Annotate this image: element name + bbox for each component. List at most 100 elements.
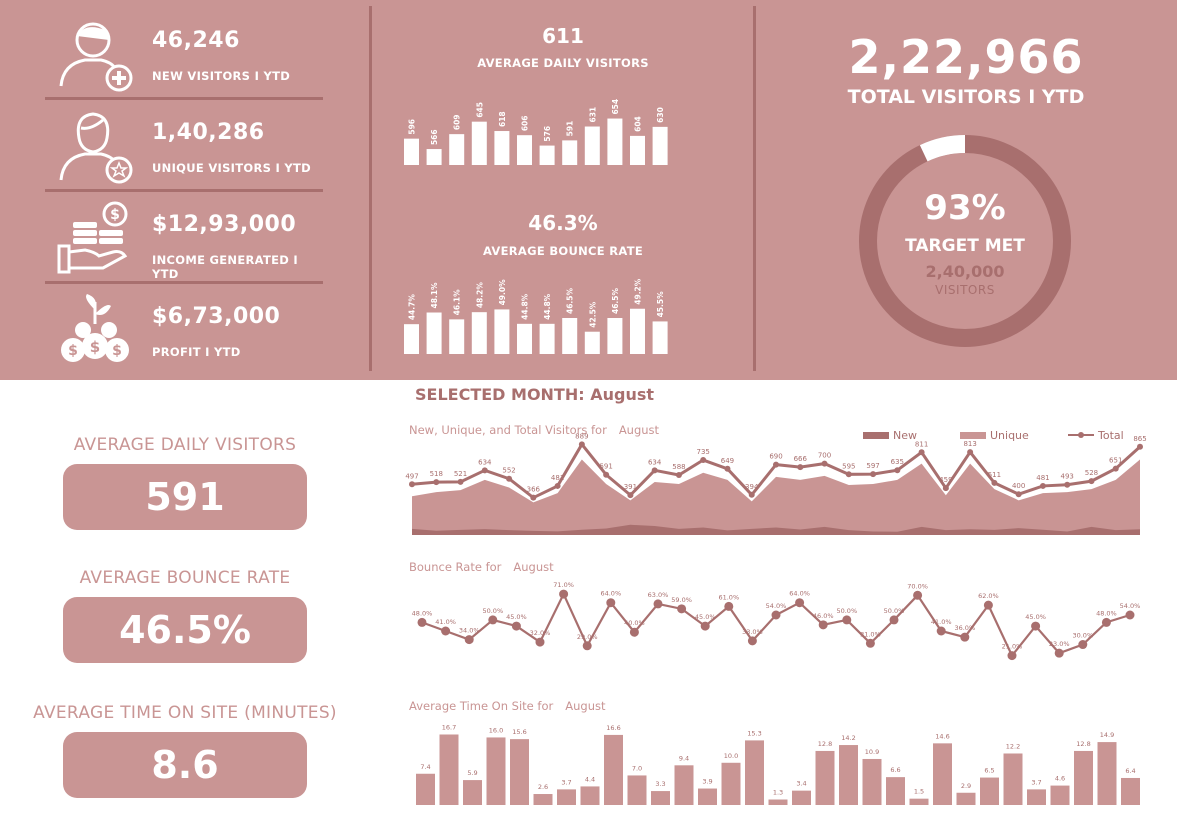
left-kpi-label: AVERAGE TIME ON SITE (MINUTES) <box>33 703 337 723</box>
panel-divider <box>753 6 756 371</box>
svg-text:$: $ <box>110 207 120 223</box>
income-hand-icon: $ <box>57 201 128 274</box>
bar <box>426 312 442 354</box>
bar-label: 631 <box>588 107 597 123</box>
total-point <box>409 481 415 488</box>
bounce-line-chart: 48.0%41.0%34.0%50.0%45.0%32.0%71.0%29.0%… <box>412 581 1141 661</box>
total-point <box>433 479 440 486</box>
total-label: 481 <box>551 474 564 482</box>
kpi-label: NEW VISITORS I YTD <box>152 69 291 83</box>
bar-label: 44.7% <box>408 294 417 321</box>
bounce-point <box>464 635 474 645</box>
left-kpi-time-on-site: 8.6 <box>63 732 307 798</box>
total-label: 690 <box>769 453 782 461</box>
bounce-point <box>865 638 875 648</box>
target-label: TARGET MET <box>905 236 1025 256</box>
time-bar <box>1027 789 1046 805</box>
bounce-label: 41.0% <box>435 618 456 626</box>
bar <box>449 134 465 165</box>
time-label: 3.7 <box>561 778 571 786</box>
bounce-label: 54.0% <box>1120 602 1141 610</box>
total-point <box>991 479 998 486</box>
bar <box>607 118 623 165</box>
total-visitors-value: 2,22,966 <box>848 30 1084 84</box>
bounce-label: 21.0% <box>1002 643 1023 651</box>
visitors-area-chart: 497 518 521 634 552 366 481 889 591 391 634 588 735 6… <box>405 429 1147 535</box>
time-label: 15.6 <box>512 728 526 736</box>
total-label: 889 <box>575 432 588 440</box>
bounce-point <box>818 620 828 630</box>
svg-text:$: $ <box>90 338 100 356</box>
kpi-value: $6,73,000 <box>152 304 281 329</box>
time-bar <box>933 743 952 805</box>
total-label: 634 <box>478 458 492 466</box>
bounce-label: 31.0% <box>860 630 881 638</box>
selected-month[interactable]: SELECTED MONTH: August <box>415 385 654 404</box>
bounce-point <box>1101 617 1111 627</box>
bounce-label: 45.0% <box>1025 613 1046 621</box>
time-bar <box>745 740 764 805</box>
total-label: 528 <box>1085 469 1098 477</box>
legend-label: New <box>893 429 917 442</box>
left-kpi-bounce-rate: 46.5% <box>63 597 307 663</box>
time-bar <box>439 734 459 805</box>
bar <box>584 126 600 165</box>
total-label: 634 <box>648 458 662 466</box>
bounce-chart-title: Bounce Rate for August <box>409 560 554 574</box>
bar <box>471 312 487 354</box>
total-label: 511 <box>988 471 1001 479</box>
total-label: 497 <box>405 472 418 480</box>
target-donut <box>859 135 1071 347</box>
bounce-label: 59.0% <box>671 596 692 604</box>
bar <box>539 145 555 165</box>
bar-label: 49.2% <box>634 278 643 305</box>
bar <box>584 331 600 354</box>
left-kpi-label: AVERAGE DAILY VISITORS <box>73 435 297 455</box>
time-label: 16.7 <box>442 723 456 731</box>
total-point <box>773 461 779 468</box>
bounce-point <box>582 641 592 651</box>
bar-label: 45.5% <box>656 291 665 318</box>
svg-text:$: $ <box>68 343 78 359</box>
bounce-point <box>700 621 710 631</box>
bounce-point <box>747 636 757 646</box>
bounce-point <box>913 590 923 600</box>
bounce-label: 33.0% <box>742 628 763 636</box>
bar-label: 566 <box>430 129 439 145</box>
bounce-label: 54.0% <box>766 602 787 610</box>
bounce-label: 46.0% <box>813 612 834 620</box>
legend-label: Total <box>1097 429 1124 442</box>
total-label: 811 <box>915 440 928 448</box>
bar-label: 645 <box>475 102 484 118</box>
time-label: 3.4 <box>796 780 806 788</box>
bounce-point <box>511 621 521 631</box>
time-bar <box>557 789 576 805</box>
bounce-label: 30.0% <box>1072 632 1093 640</box>
bar-label: 654 <box>611 99 620 115</box>
time-bar <box>1121 777 1140 805</box>
bar-label: 591 <box>566 121 575 137</box>
total-point <box>1088 478 1095 485</box>
bounce-point <box>629 627 639 637</box>
time-bar <box>580 786 600 805</box>
time-chart-title: Average Time On Site for August <box>409 699 606 713</box>
time-label: 14.9 <box>1100 731 1114 739</box>
bounce-label: 40.0% <box>624 619 645 627</box>
time-label: 7.4 <box>420 763 430 771</box>
bar <box>517 323 532 354</box>
time-bar <box>886 777 905 805</box>
kpi-label: INCOME GENERATED I YTD <box>152 253 298 281</box>
time-label: 3.3 <box>655 780 665 788</box>
row-separator <box>45 97 323 100</box>
bar <box>652 126 668 165</box>
bar-label: 604 <box>634 116 643 132</box>
bounce-label: 64.0% <box>789 590 810 598</box>
time-bar <box>1074 750 1093 805</box>
time-bar <box>980 777 999 805</box>
time-bar <box>1050 785 1070 805</box>
time-bar <box>463 780 482 805</box>
time-bar <box>651 791 670 805</box>
bar-label: 44.8% <box>521 293 530 320</box>
bounce-point <box>488 615 498 625</box>
total-label: 493 <box>1061 473 1074 481</box>
